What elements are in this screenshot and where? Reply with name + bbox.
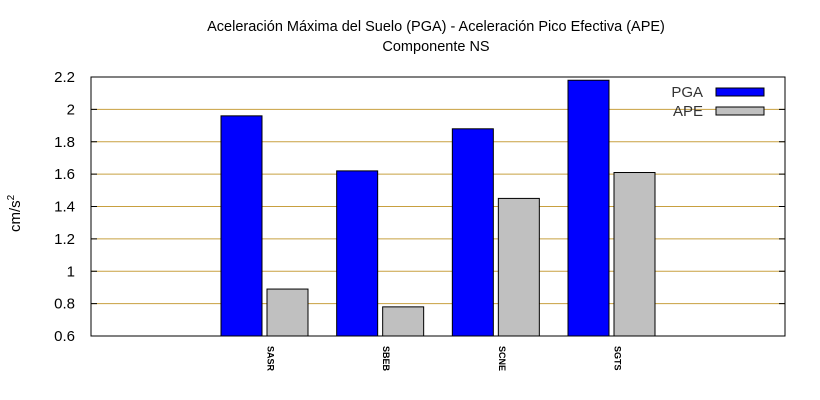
y-tick-label: 2.2	[54, 69, 75, 86]
y-tick-label: 1	[67, 263, 75, 280]
y-axis-label-unit: cm/s	[7, 200, 24, 232]
y-tick-label: 0.8	[54, 296, 75, 313]
bar-pga-sbeb	[336, 170, 379, 337]
x-category-label: SGTS	[613, 346, 623, 371]
bar-ape-sgts	[613, 172, 656, 337]
y-axis-label-exponent: 2	[6, 194, 17, 200]
y-tick-label: 1.2	[54, 231, 75, 248]
bar-pga-scne	[451, 128, 494, 337]
grid-lines	[91, 108, 785, 305]
y-tick-label: 1.6	[54, 166, 75, 183]
chart-title: Aceleración Máxima del Suelo (PGA) - Ace…	[207, 19, 665, 35]
bar-pga-sasr	[220, 115, 263, 337]
bars	[220, 79, 656, 337]
legend-label-ape: APE	[673, 103, 703, 120]
legend-label-pga: PGA	[671, 84, 703, 101]
legend-swatch-ape	[715, 106, 765, 116]
x-category-label: SCNE	[497, 346, 507, 371]
chart-subtitle: Componente NS	[382, 39, 489, 55]
y-tick-label: 1.8	[54, 134, 75, 151]
bar-pga-sgts	[567, 79, 610, 337]
plot-frame	[90, 76, 786, 337]
y-tick-label: 2	[67, 101, 75, 118]
x-category-labels: SASR SBEB SCNE SGTS	[266, 346, 623, 372]
legend-swatch-pga	[715, 87, 765, 97]
y-axis-label: cm/s2	[6, 194, 24, 232]
x-category-label: SBEB	[381, 346, 391, 372]
x-category-label: SASR	[266, 346, 276, 372]
legend: PGA APE	[671, 84, 765, 120]
y-tick-label: 0.6	[54, 328, 75, 345]
bar-ape-sasr	[266, 288, 309, 337]
y-tick-labels: 0.6 0.8 1 1.2 1.4 1.6 1.8 2 2.2	[54, 69, 785, 345]
bar-ape-scne	[497, 197, 540, 337]
y-tick-label: 1.4	[54, 199, 75, 216]
bar-ape-sbeb	[382, 306, 425, 337]
